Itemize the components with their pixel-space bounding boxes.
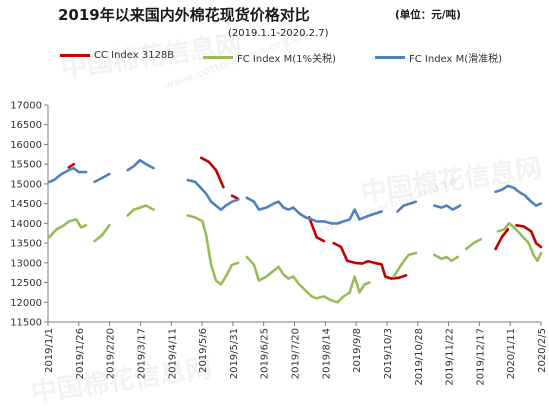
series-line-2	[186, 178, 240, 211]
series-group	[47, 156, 543, 304]
x-tick-label: 2019/2/20	[106, 328, 117, 379]
y-tick-label: 13500	[10, 239, 42, 250]
legend-item-fc1: FC Index M(1%关税)	[203, 50, 336, 65]
series-line-1	[245, 255, 371, 304]
x-tick-label: 2019/4/11	[167, 328, 178, 379]
x-tick-label: 2019/8/14	[321, 328, 332, 379]
series-line-1	[464, 237, 483, 251]
x-tick-label: 2019/6/25	[260, 328, 271, 379]
legend-swatch-cc	[60, 54, 90, 57]
series-line-1	[126, 204, 155, 217]
legend: CC Index 3128B FC Index M(1%关税) FC Index…	[0, 50, 549, 66]
y-tick-label: 12500	[10, 278, 42, 289]
x-tick-label: 2019/10/28	[414, 328, 425, 386]
series-line-1	[93, 224, 111, 243]
x-tick-label: 2019/3/17	[136, 328, 147, 379]
legend-item-fc-slide: FC Index M(滑准税)	[375, 50, 502, 65]
y-tick-label: 11500	[10, 318, 42, 329]
series-line-2	[396, 200, 418, 213]
series-line-1	[496, 222, 543, 263]
axes: 11500 12000 12500 13000 13500 14000 14500 15000…	[10, 101, 548, 386]
legend-label-fc-slide: FC Index M(滑准税)	[409, 54, 503, 65]
x-tick-label: 2019/9/8	[352, 328, 363, 373]
series-line-2	[433, 204, 462, 211]
series-line-2	[47, 166, 88, 184]
x-tick-label: 2019/5/31	[229, 328, 240, 379]
series-line-0	[200, 156, 225, 189]
chart-title: 2019年以来国内外棉花现货价格对比	[58, 6, 310, 24]
series-line-2	[126, 158, 155, 172]
y-tick-label: 16500	[10, 120, 42, 131]
legend-label-fc1: FC Index M(1%关税)	[237, 54, 336, 65]
y-tick-label: 14500	[10, 199, 42, 210]
series-line-1	[186, 214, 240, 286]
chart-subtitle: (2019.1.1-2020.2.7)	[228, 28, 329, 39]
series-line-1	[392, 251, 418, 278]
y-tick-label: 12000	[10, 298, 42, 309]
legend-swatch-fc1	[203, 56, 233, 59]
y-tick-label: 16000	[10, 140, 42, 151]
series-line-0	[515, 224, 543, 249]
x-tick-label: 2019/1/26	[75, 328, 86, 379]
x-tick-label: 2019/5/6	[198, 328, 209, 373]
x-tick-label: 2020/2/5	[537, 328, 548, 373]
y-tick-label: 14000	[10, 219, 42, 230]
chart-unit: (单位：元/吨)	[395, 9, 461, 21]
y-tick-label: 13000	[10, 258, 42, 269]
legend-item-cc: CC Index 3128B	[60, 50, 174, 61]
x-tick-label: 2019/11/22	[445, 328, 456, 386]
series-line-0	[332, 241, 408, 280]
x-tick-label: 2019/10/3	[383, 328, 394, 379]
y-tick-label: 15500	[10, 160, 42, 171]
series-line-0	[307, 216, 326, 243]
x-tick-label: 2019/1/1	[44, 328, 55, 373]
y-tick-label: 15000	[10, 179, 42, 190]
x-tick-label: 2019/12/17	[475, 328, 486, 386]
series-line-2	[93, 172, 111, 184]
series-line-2	[494, 184, 543, 207]
y-tick-label: 17000	[10, 101, 42, 112]
x-tick-label: 2019/7/20	[291, 328, 302, 379]
legend-label-cc: CC Index 3128B	[94, 50, 175, 61]
series-line-2	[245, 196, 383, 225]
series-line-1	[433, 253, 459, 263]
series-line-0	[67, 162, 76, 169]
series-line-1	[47, 218, 88, 239]
x-tick-label: 2020/1/11	[506, 328, 517, 379]
legend-swatch-fc-slide	[375, 56, 405, 59]
series-line-0	[230, 194, 240, 201]
series-line-0	[494, 228, 510, 251]
